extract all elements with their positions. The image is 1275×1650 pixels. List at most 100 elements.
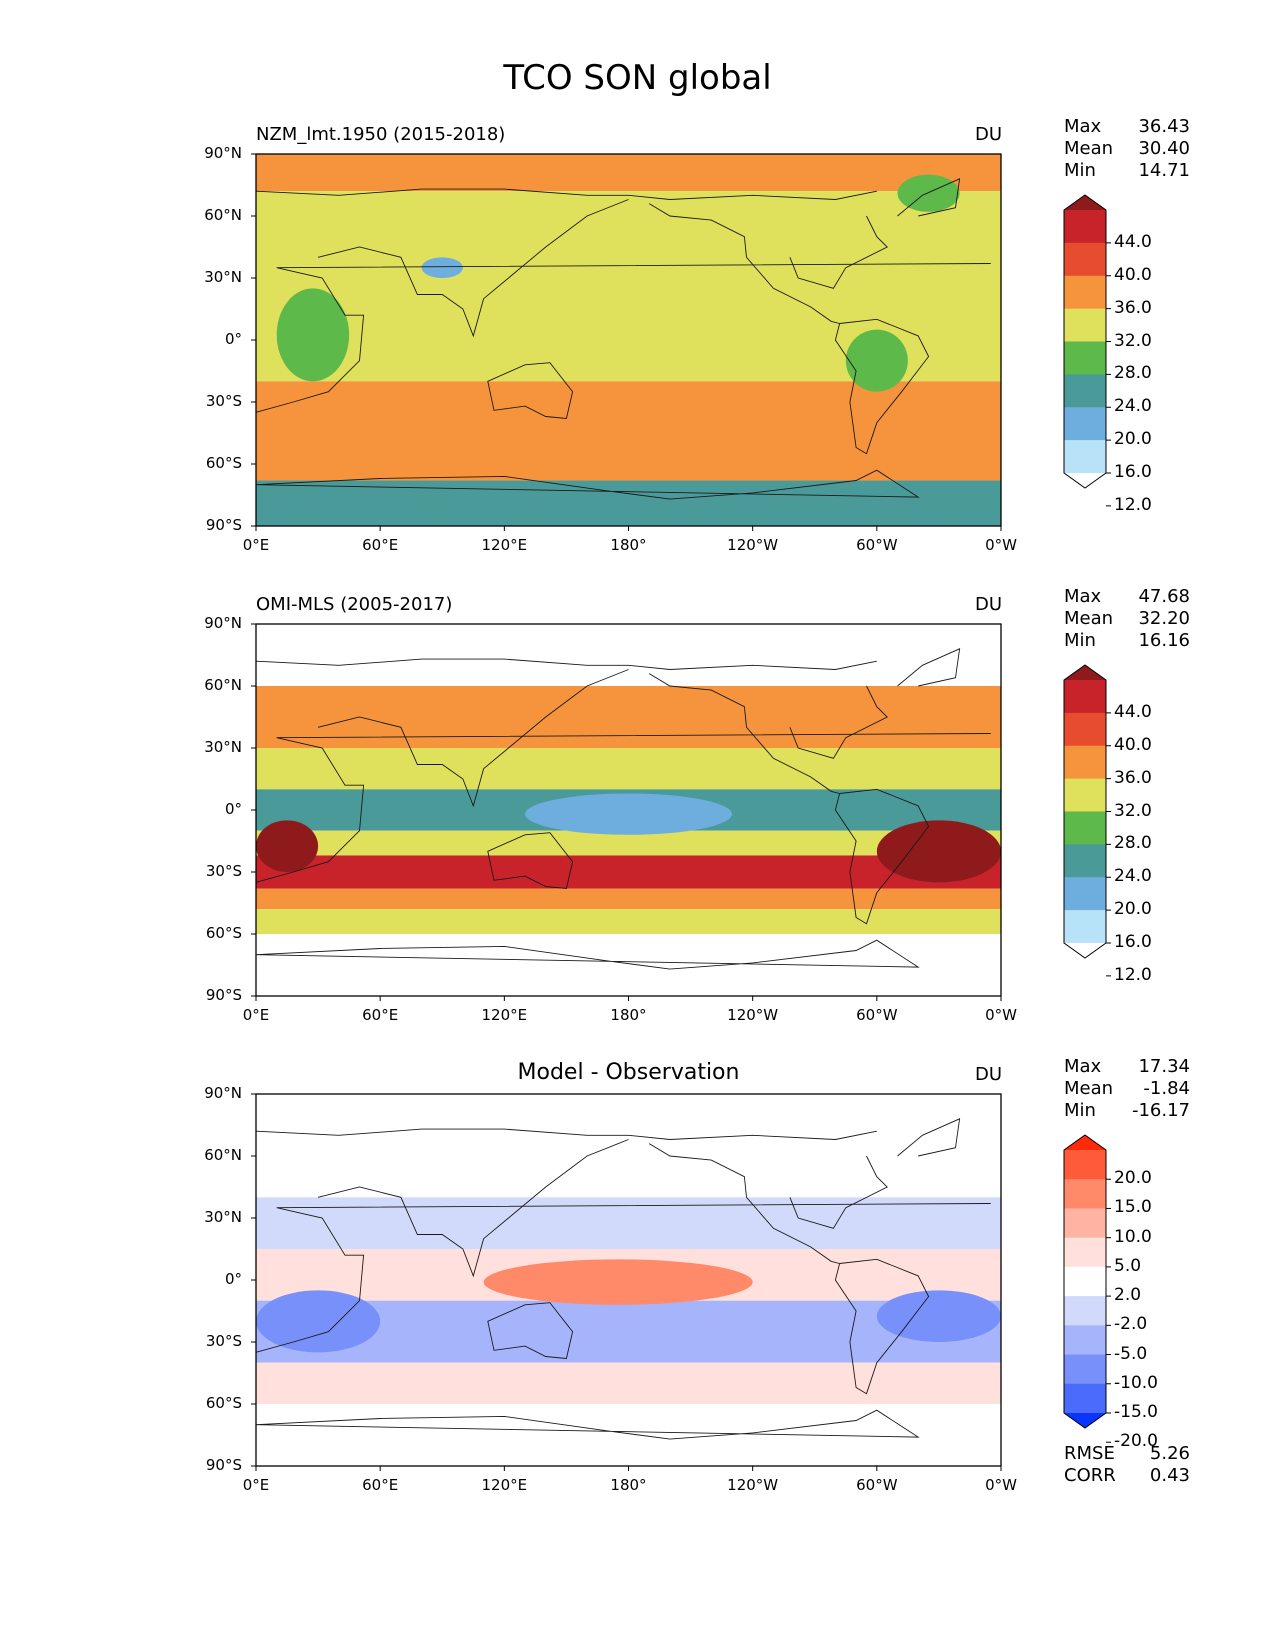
unit-label: DU — [974, 594, 1002, 615]
colorbar-top-extend — [1064, 665, 1106, 680]
stat-label: Max — [1064, 116, 1102, 137]
feature-africa — [276, 288, 350, 382]
y-tick-label: 60°N — [204, 676, 242, 694]
colorbar-label: 44.0 — [1114, 701, 1152, 722]
colorbar — [1063, 194, 1111, 507]
feature-south-america — [845, 329, 908, 392]
y-tick-label: 30°N — [204, 738, 242, 756]
coastline-6 — [897, 178, 961, 217]
y-tick-label: 0° — [224, 330, 242, 348]
coastline-2 — [487, 362, 574, 419]
colorbar-label: -10.0 — [1114, 1372, 1158, 1393]
colorbar-label: 16.0 — [1114, 932, 1152, 952]
x-tick-label: 0°W — [985, 536, 1017, 554]
y-tick-label: 90°N — [204, 614, 242, 632]
coastline-1 — [317, 669, 629, 808]
y-tick-label: 30°S — [205, 1332, 242, 1350]
colorbar-label: 2.0 — [1114, 1285, 1142, 1306]
feature-south-atlantic-maximum — [876, 820, 1002, 883]
unit-label: DU — [974, 124, 1002, 145]
colorbar-segment-5 — [1064, 1266, 1106, 1297]
coastline-3 — [648, 203, 840, 324]
colorbar-top-extend — [1064, 195, 1106, 210]
map-3 — [251, 1093, 1111, 1471]
colorbar-label: 20.0 — [1114, 899, 1152, 920]
x-tick-label: 120°W — [727, 536, 779, 554]
stat-value: 0.43 — [1149, 1465, 1190, 1486]
stat-value: 5.26 — [1149, 1443, 1190, 1464]
colorbar-label: 24.0 — [1114, 866, 1152, 887]
colorbar-label: 15.0 — [1114, 1197, 1152, 1218]
stat-value: 36.43 — [1138, 116, 1190, 137]
colorbar-segment-3 — [1064, 1208, 1106, 1239]
lat-band-0 — [256, 686, 1001, 748]
colorbar-segment-6 — [1064, 1296, 1106, 1326]
y-tick-label: 90°N — [204, 1084, 242, 1102]
feature-tibetan-plateau — [421, 257, 463, 278]
feature-tropical-pacific-minimum — [525, 793, 732, 835]
colorbar — [1063, 664, 1111, 977]
x-tick-label: 60°W — [856, 1476, 898, 1494]
colorbar-label: 28.0 — [1114, 363, 1152, 384]
x-tick-label: 60°W — [856, 536, 898, 554]
coastlines — [255, 178, 991, 500]
y-tick-label: 30°S — [205, 392, 242, 410]
lat-band-5 — [256, 888, 1001, 910]
colorbar-segment-3 — [1064, 745, 1106, 780]
x-tick-label: 120°E — [481, 536, 528, 554]
map-1 — [251, 153, 1111, 531]
coastline-7 — [255, 939, 920, 970]
coastline-1 — [317, 1139, 629, 1278]
y-tick-label: 60°S — [205, 1394, 242, 1412]
colorbar-label: -5.0 — [1114, 1343, 1148, 1364]
colorbar-bottom-extend — [1064, 943, 1106, 958]
y-tick-label: 60°N — [204, 206, 242, 224]
colorbar-segment-4 — [1064, 308, 1106, 342]
colorbar-label: 20.0 — [1114, 429, 1152, 450]
y-tick-label: 90°S — [205, 986, 242, 1004]
y-tick-label: 0° — [224, 800, 242, 818]
colorbar-bottom-extend — [1064, 473, 1106, 488]
y-tick-label: 90°S — [205, 1456, 242, 1474]
coastline-3 — [648, 1143, 840, 1264]
colorbar-label: 10.0 — [1114, 1226, 1152, 1247]
coastline-2 — [487, 832, 574, 889]
colorbar-segment-6 — [1064, 844, 1106, 878]
y-tick-label: 60°S — [205, 454, 242, 472]
coastline-5 — [789, 215, 888, 289]
colorbar-label: 40.0 — [1114, 734, 1152, 755]
colorbar-segment-8 — [1064, 440, 1106, 474]
coastline-1 — [317, 199, 629, 338]
x-tick-label: 0°E — [242, 536, 270, 554]
colorbar-segment-6 — [1064, 374, 1106, 408]
colorbar-label: 16.0 — [1114, 462, 1152, 482]
colorbar — [1063, 1134, 1111, 1443]
lat-band-6 — [256, 909, 1001, 934]
colorbar-label: 32.0 — [1114, 800, 1152, 821]
unit-label: DU — [974, 1064, 1002, 1085]
coastlines — [255, 1118, 991, 1440]
colorbar-label: -15.0 — [1114, 1402, 1158, 1422]
lat-band-1 — [256, 1197, 1001, 1249]
colorbar-segment-7 — [1064, 407, 1106, 441]
y-tick-label: 30°N — [204, 268, 242, 286]
x-tick-label: 120°E — [481, 1006, 528, 1024]
lat-band-1 — [256, 748, 1001, 790]
y-tick-label: 90°N — [204, 144, 242, 162]
colorbar-label: 40.0 — [1114, 264, 1152, 285]
feature-southern-africa-maximum — [255, 820, 319, 872]
y-tick-label: 60°S — [205, 924, 242, 942]
x-tick-label: 0°E — [242, 1476, 270, 1494]
map-2 — [251, 623, 1111, 1001]
colorbar-segment-7 — [1064, 877, 1106, 911]
colorbar-bottom-extend — [1064, 1413, 1106, 1428]
colorbar-segment-4 — [1064, 778, 1106, 812]
coastline-0 — [255, 263, 991, 413]
feature-greenland — [897, 174, 960, 212]
lat-band-2 — [256, 381, 1001, 481]
map-fill — [255, 624, 1002, 996]
feature-south-indian-ocean — [256, 1290, 381, 1353]
coastline-8 — [255, 658, 877, 670]
x-tick-label: 0°E — [242, 1006, 270, 1024]
feature-tropical-pacific — [483, 1259, 753, 1305]
